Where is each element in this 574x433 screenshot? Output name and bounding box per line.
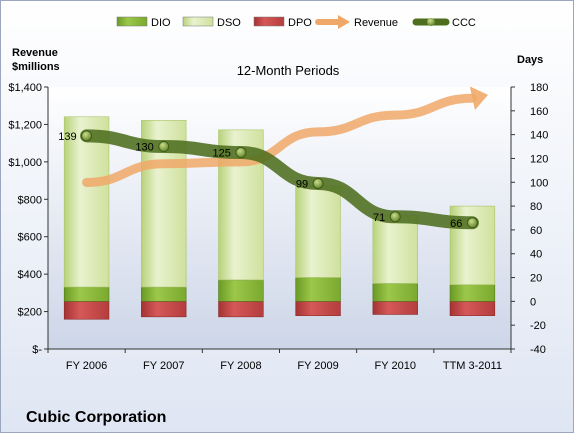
x-tick-label: FY 2009 xyxy=(297,360,338,372)
right-tick-label: 120 xyxy=(530,153,548,165)
dio-bar xyxy=(295,277,341,302)
left-axis-title-line1: Revenue xyxy=(12,47,58,59)
dpo-bar xyxy=(372,301,418,315)
right-tick-label: 140 xyxy=(530,130,548,142)
x-tick-label: TTM 3-2011 xyxy=(443,360,502,372)
ccc-point xyxy=(235,147,247,158)
bars xyxy=(63,116,496,320)
legend-label-dio: DIO xyxy=(151,17,171,29)
legend-swatch-dso xyxy=(182,16,214,27)
dpo-bar xyxy=(141,301,187,318)
right-tick-label: -40 xyxy=(530,344,546,356)
left-tick-label: $600 xyxy=(18,232,42,244)
dso-bar xyxy=(295,185,341,278)
dpo-bar xyxy=(218,301,264,318)
right-tick-label: 60 xyxy=(530,225,542,237)
dio-bar xyxy=(449,284,496,302)
x-tick-label: FY 2007 xyxy=(143,360,184,372)
left-tick-label: $400 xyxy=(18,269,42,281)
dpo-bar xyxy=(295,301,341,316)
right-tick-label: 180 xyxy=(530,82,548,94)
dpo-bar xyxy=(63,301,110,320)
ccc-point xyxy=(158,141,170,153)
left-tick-label: $800 xyxy=(18,194,42,206)
left-tick-label: $1,400 xyxy=(8,82,42,94)
legend-swatch-dpo xyxy=(253,16,285,27)
right-tick-label: 20 xyxy=(530,273,542,285)
left-tick-label: $1,200 xyxy=(8,119,42,131)
ccc-line xyxy=(80,129,479,230)
ccc-data-label: 66 xyxy=(450,218,462,230)
right-tick-label: 100 xyxy=(530,177,548,189)
left-axis-title-line2: $millions xyxy=(12,61,60,73)
revenue-arrowhead xyxy=(469,86,489,110)
axes: $- $200 $400 $600 $800 $1,000 $1,200 $1,400 -40 -… xyxy=(8,82,548,372)
dso-bar xyxy=(63,116,110,288)
dio-bar xyxy=(218,279,264,302)
x-tick-label: FY 2006 xyxy=(66,360,107,372)
left-tick-label: $1,000 xyxy=(8,157,42,169)
right-tick-label: 40 xyxy=(530,249,542,261)
ccc-point xyxy=(81,130,93,142)
x-tick-label: FY 2008 xyxy=(220,360,261,372)
ccc-data-label: 130 xyxy=(135,142,153,154)
ccc-point xyxy=(466,217,478,229)
legend-swatch-dio xyxy=(116,16,148,27)
right-tick-label: 80 xyxy=(530,201,542,213)
dio-bar xyxy=(63,286,110,302)
dso-bar xyxy=(372,215,418,284)
right-tick-label: 160 xyxy=(530,106,548,118)
legend: DIO DSO DPO Revenue CCC xyxy=(116,15,476,29)
x-tick-label: FY 2010 xyxy=(375,360,416,372)
legend-swatch-revenue-arrow xyxy=(338,15,350,29)
legend-label-dso: DSO xyxy=(217,17,241,29)
legend-swatch-ccc-dot xyxy=(427,18,435,26)
left-tick-label: $- xyxy=(32,344,42,356)
chart-subtitle: 12-Month Periods xyxy=(237,63,340,78)
ccc-point xyxy=(389,211,401,223)
ccc-point xyxy=(312,177,324,189)
ccc-data-label: 125 xyxy=(213,148,231,160)
ccc-data-label: 71 xyxy=(373,212,385,224)
legend-label-revenue: Revenue xyxy=(354,17,398,29)
lines: 139 130 125 99 71 66 xyxy=(58,86,489,230)
right-tick-label: -20 xyxy=(530,320,546,332)
right-tick-label: 0 xyxy=(530,296,536,308)
ccc-data-label: 139 xyxy=(58,131,76,143)
company-title: Cubic Corporation xyxy=(26,409,166,426)
dio-bar xyxy=(141,286,187,302)
dio-bar xyxy=(372,283,418,302)
ccc-data-label: 99 xyxy=(296,178,308,190)
legend-label-dpo: DPO xyxy=(288,17,312,29)
right-axis-title: Days xyxy=(517,54,543,66)
left-tick-label: $200 xyxy=(18,307,42,319)
dpo-bar xyxy=(449,301,496,316)
legend-label-ccc: CCC xyxy=(452,17,476,29)
revenue-line xyxy=(82,93,477,187)
